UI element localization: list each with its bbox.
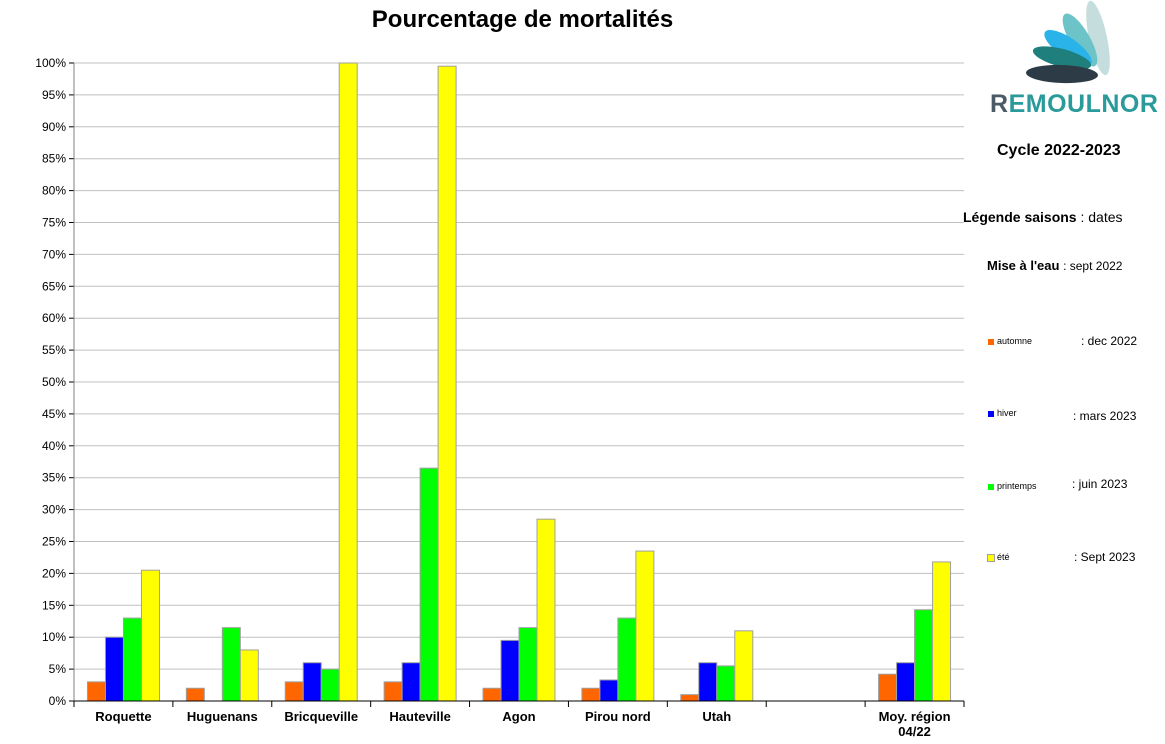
x-tick-label: Huguenans (187, 709, 258, 724)
y-tick-label: 100% (35, 56, 66, 70)
bar (302, 662, 322, 702)
legend-label: automne (997, 336, 1033, 346)
x-tick-label: Moy. région 04/22 (879, 709, 951, 739)
y-tick-label: 75% (42, 216, 66, 230)
x-tick-label: Utah (702, 709, 731, 724)
bar (140, 569, 160, 702)
x-tick-label: Roquette (95, 709, 151, 724)
mise-a-leau: Mise à l'eau : sept 2022 (987, 258, 1122, 273)
bar (617, 617, 637, 702)
bar (383, 681, 403, 702)
grid-layer (74, 62, 964, 670)
legend-title: Légende saisons : dates (963, 209, 1123, 225)
bar (896, 662, 916, 702)
y-tick-label: 90% (42, 120, 66, 134)
legend-item-ete: été (987, 552, 1010, 562)
bar (734, 630, 754, 702)
legend-item-hiver: hiver (988, 408, 1017, 418)
y-tick-label: 40% (42, 439, 66, 453)
y-tick-label: 20% (42, 566, 66, 580)
bar (239, 649, 259, 702)
bar (401, 662, 421, 702)
mise-date: : sept 2022 (1063, 259, 1123, 273)
y-tick-label: 15% (42, 598, 66, 612)
x-tick-labels: Roquette Huguenans Bricqueville Hauteville A… (95, 709, 950, 739)
bar (419, 467, 439, 702)
bar (680, 694, 700, 702)
bar (536, 518, 556, 702)
axis-layer (69, 62, 965, 707)
bar (338, 62, 358, 702)
x-tick-label-line: 04/22 (898, 724, 931, 739)
legend-date-hiver: : mars 2023 (1073, 409, 1137, 423)
bar (914, 609, 934, 702)
bar (482, 687, 502, 702)
bar (122, 617, 142, 702)
y-tick-label: 55% (42, 343, 66, 357)
bars-layer (86, 62, 952, 702)
bar (185, 687, 205, 702)
legend-title-dates: dates (1088, 209, 1123, 225)
y-tick-label: 65% (42, 279, 66, 293)
chart-plot: 0% 5% 10% 15% 20% 25% 30% 35% 40% 45% 50% 55% 60% 65%… (35, 56, 965, 739)
legend-label: hiver (997, 408, 1017, 418)
logo-rest: EMOULNOR (1008, 90, 1159, 118)
y-tick-label: 60% (42, 311, 66, 325)
mise-label: Mise à l'eau (987, 258, 1060, 273)
legend-date-printemps: : juin 2023 (1072, 477, 1128, 491)
y-tick-label: 50% (42, 375, 66, 389)
legend-date-ete: : Sept 2023 (1074, 550, 1136, 564)
x-tick-label: Bricqueville (284, 709, 358, 724)
bar (581, 687, 601, 702)
remoulnor-logo (980, 0, 1130, 125)
x-tick-label: Hauteville (389, 709, 450, 724)
x-tick-label: Agon (502, 709, 535, 724)
legend-date-automne: : dec 2022 (1081, 334, 1138, 348)
chart-title: Pourcentage de mortalités (371, 6, 674, 33)
y-tick-label: 95% (42, 88, 66, 102)
y-tick-label: 30% (42, 503, 66, 517)
x-tick-label: Pirou nord (585, 709, 651, 724)
logo-shells-icon (1026, 0, 1110, 84)
legend-swatch-automne (988, 338, 994, 345)
y-tick-label: 5% (49, 662, 67, 676)
bar (635, 550, 655, 702)
legend-label: printemps (997, 481, 1037, 491)
legend-item-automne: automne (988, 336, 1032, 346)
bar (104, 636, 124, 702)
bar (878, 673, 898, 702)
y-tick-label: 70% (42, 247, 66, 261)
bar (518, 627, 538, 702)
legend-swatch-ete (987, 553, 995, 562)
y-tick-label: 45% (42, 407, 66, 421)
logo-wordmark: REMOULNOR (990, 90, 1158, 119)
legend-swatch-printemps (988, 483, 994, 490)
cycle-label: Cycle 2022-2023 (997, 142, 1121, 159)
bar (698, 662, 718, 702)
bar (437, 65, 457, 702)
bar (500, 639, 520, 702)
y-tick-label: 35% (42, 471, 66, 485)
logo-first-letter: R (990, 90, 1009, 118)
y-tick-label: 25% (42, 535, 66, 549)
legend-title-text: Légende saisons (963, 209, 1077, 225)
bar (716, 665, 736, 702)
bar (284, 681, 304, 702)
y-tick-label: 10% (42, 630, 66, 644)
y-tick-label: 0% (49, 694, 67, 708)
y-tick-labels: 0% 5% 10% 15% 20% 25% 30% 35% 40% 45% 50% 55% 60% 65%… (35, 56, 66, 708)
legend-swatch-hiver (988, 410, 994, 417)
bar (599, 679, 619, 702)
bar (932, 561, 952, 702)
x-tick-label-line: Moy. région (879, 709, 951, 724)
legend-item-printemps: printemps (988, 481, 1037, 491)
y-tick-label: 80% (42, 184, 66, 198)
bar (221, 627, 241, 702)
bar (320, 668, 340, 702)
y-tick-label: 85% (42, 152, 66, 166)
bar (86, 681, 106, 702)
legend-title-sep: : (1076, 209, 1089, 225)
legend-label: été (997, 552, 1010, 562)
